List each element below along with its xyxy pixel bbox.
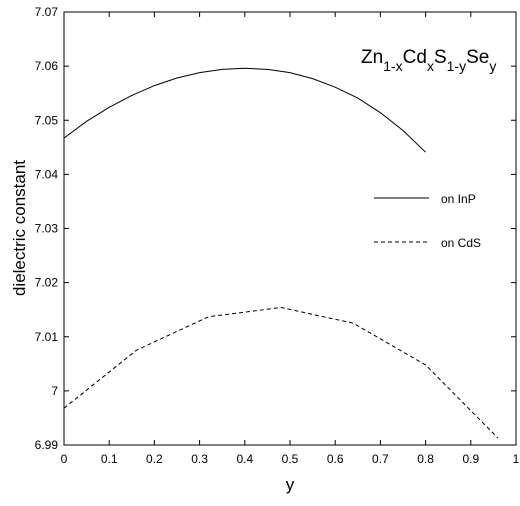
x-tick-label: 0.1 (101, 452, 118, 466)
x-axis-ticks: 0 0.1 0.2 0.3 0.4 0.5 0.6 0.7 0.8 0.9 1 (61, 12, 520, 466)
x-axis-title: y (286, 475, 295, 494)
x-tick-label: 0.2 (146, 452, 163, 466)
y-tick-label: 7.02 (35, 276, 59, 290)
x-tick-label: 0.5 (282, 452, 299, 466)
series-layer (63, 67, 499, 439)
legend-label-on-cds: on CdS (441, 236, 481, 250)
x-tick-label: 0.6 (327, 452, 344, 466)
x-tick-label: 0.8 (417, 452, 434, 466)
legend-label-on-inp: on InP (441, 192, 476, 206)
x-tick-label: 0.3 (191, 452, 208, 466)
x-tick-label: 0.4 (236, 452, 253, 466)
series-line-on-cds (63, 306, 499, 439)
y-tick-label: 7.01 (35, 330, 59, 344)
plot-frame (63, 11, 517, 446)
y-tick-label: 7.07 (35, 5, 59, 19)
y-tick-label: 7 (51, 384, 58, 398)
y-axis-ticks: 6.99 7 7.01 7.02 7.03 7.04 7.05 7.06 7.07 (35, 5, 516, 452)
x-tick-label: 0.9 (462, 452, 479, 466)
y-tick-label: 6.99 (35, 438, 59, 452)
x-tick-label: 0.7 (372, 452, 389, 466)
legend: on InP on CdS (374, 192, 481, 250)
y-axis-title: dielectric constant (10, 160, 29, 296)
y-tick-label: 7.04 (35, 167, 59, 181)
x-tick-label: 0 (61, 452, 68, 466)
x-tick-label: 1 (513, 452, 520, 466)
formula-annotation: Zn1-xCdxS1-ySey (361, 47, 496, 74)
y-tick-label: 7.03 (35, 222, 59, 236)
y-tick-label: 7.06 (35, 59, 59, 73)
series-line-on-inp (63, 67, 426, 153)
y-tick-label: 7.05 (35, 113, 59, 127)
